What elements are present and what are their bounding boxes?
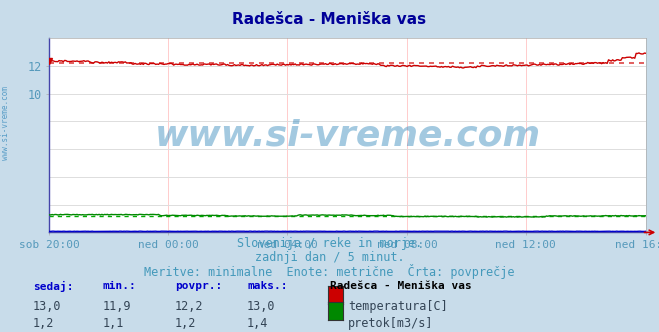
Text: www.si-vreme.com: www.si-vreme.com xyxy=(1,86,10,160)
Text: zadnji dan / 5 minut.: zadnji dan / 5 minut. xyxy=(254,251,405,264)
Text: 11,9: 11,9 xyxy=(102,300,130,313)
Text: sedaj:: sedaj: xyxy=(33,281,73,291)
Text: Radešca - Meniška vas: Radešca - Meniška vas xyxy=(330,281,471,290)
Text: maks.:: maks.: xyxy=(247,281,287,290)
Text: 13,0: 13,0 xyxy=(247,300,275,313)
Text: Radešca - Meniška vas: Radešca - Meniška vas xyxy=(233,12,426,27)
Text: 1,2: 1,2 xyxy=(33,317,54,330)
Text: Meritve: minimalne  Enote: metrične  Črta: povprečje: Meritve: minimalne Enote: metrične Črta:… xyxy=(144,264,515,279)
Text: min.:: min.: xyxy=(102,281,136,290)
Text: 13,0: 13,0 xyxy=(33,300,61,313)
Text: 12,2: 12,2 xyxy=(175,300,203,313)
Text: pretok[m3/s]: pretok[m3/s] xyxy=(348,317,434,330)
Text: Slovenija / reke in morje.: Slovenija / reke in morje. xyxy=(237,237,422,250)
Text: 1,1: 1,1 xyxy=(102,317,123,330)
Text: povpr.:: povpr.: xyxy=(175,281,222,290)
Text: 1,4: 1,4 xyxy=(247,317,268,330)
Text: 1,2: 1,2 xyxy=(175,317,196,330)
Text: www.si-vreme.com: www.si-vreme.com xyxy=(155,118,540,152)
Text: temperatura[C]: temperatura[C] xyxy=(348,300,447,313)
